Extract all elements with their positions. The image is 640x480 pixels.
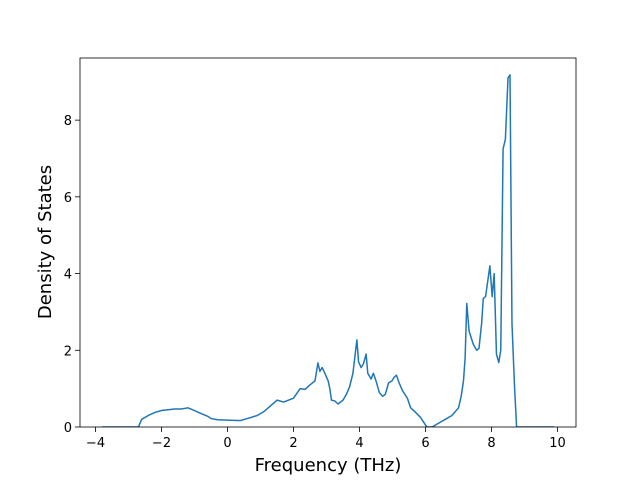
dos-line xyxy=(102,74,555,427)
y-tick-label: 8 xyxy=(64,114,72,129)
x-axis-label: Frequency (THz) xyxy=(255,455,402,476)
x-tick-label: 10 xyxy=(549,436,566,451)
y-tick-label: 4 xyxy=(64,268,72,283)
y-tick-label: 0 xyxy=(64,421,72,436)
x-tick-label: −2 xyxy=(152,436,171,451)
x-tick-label: 2 xyxy=(289,436,297,451)
y-tick-label: 2 xyxy=(64,344,72,359)
x-tick-label: 0 xyxy=(223,436,231,451)
x-tick-label: 4 xyxy=(355,436,363,451)
x-tick-label: −4 xyxy=(86,436,105,451)
y-tick-label: 6 xyxy=(64,191,72,206)
plot-frame xyxy=(79,57,577,428)
x-tick-label: 6 xyxy=(421,436,429,451)
y-axis-label: Density of States xyxy=(35,165,56,319)
x-tick-label: 8 xyxy=(487,436,495,451)
